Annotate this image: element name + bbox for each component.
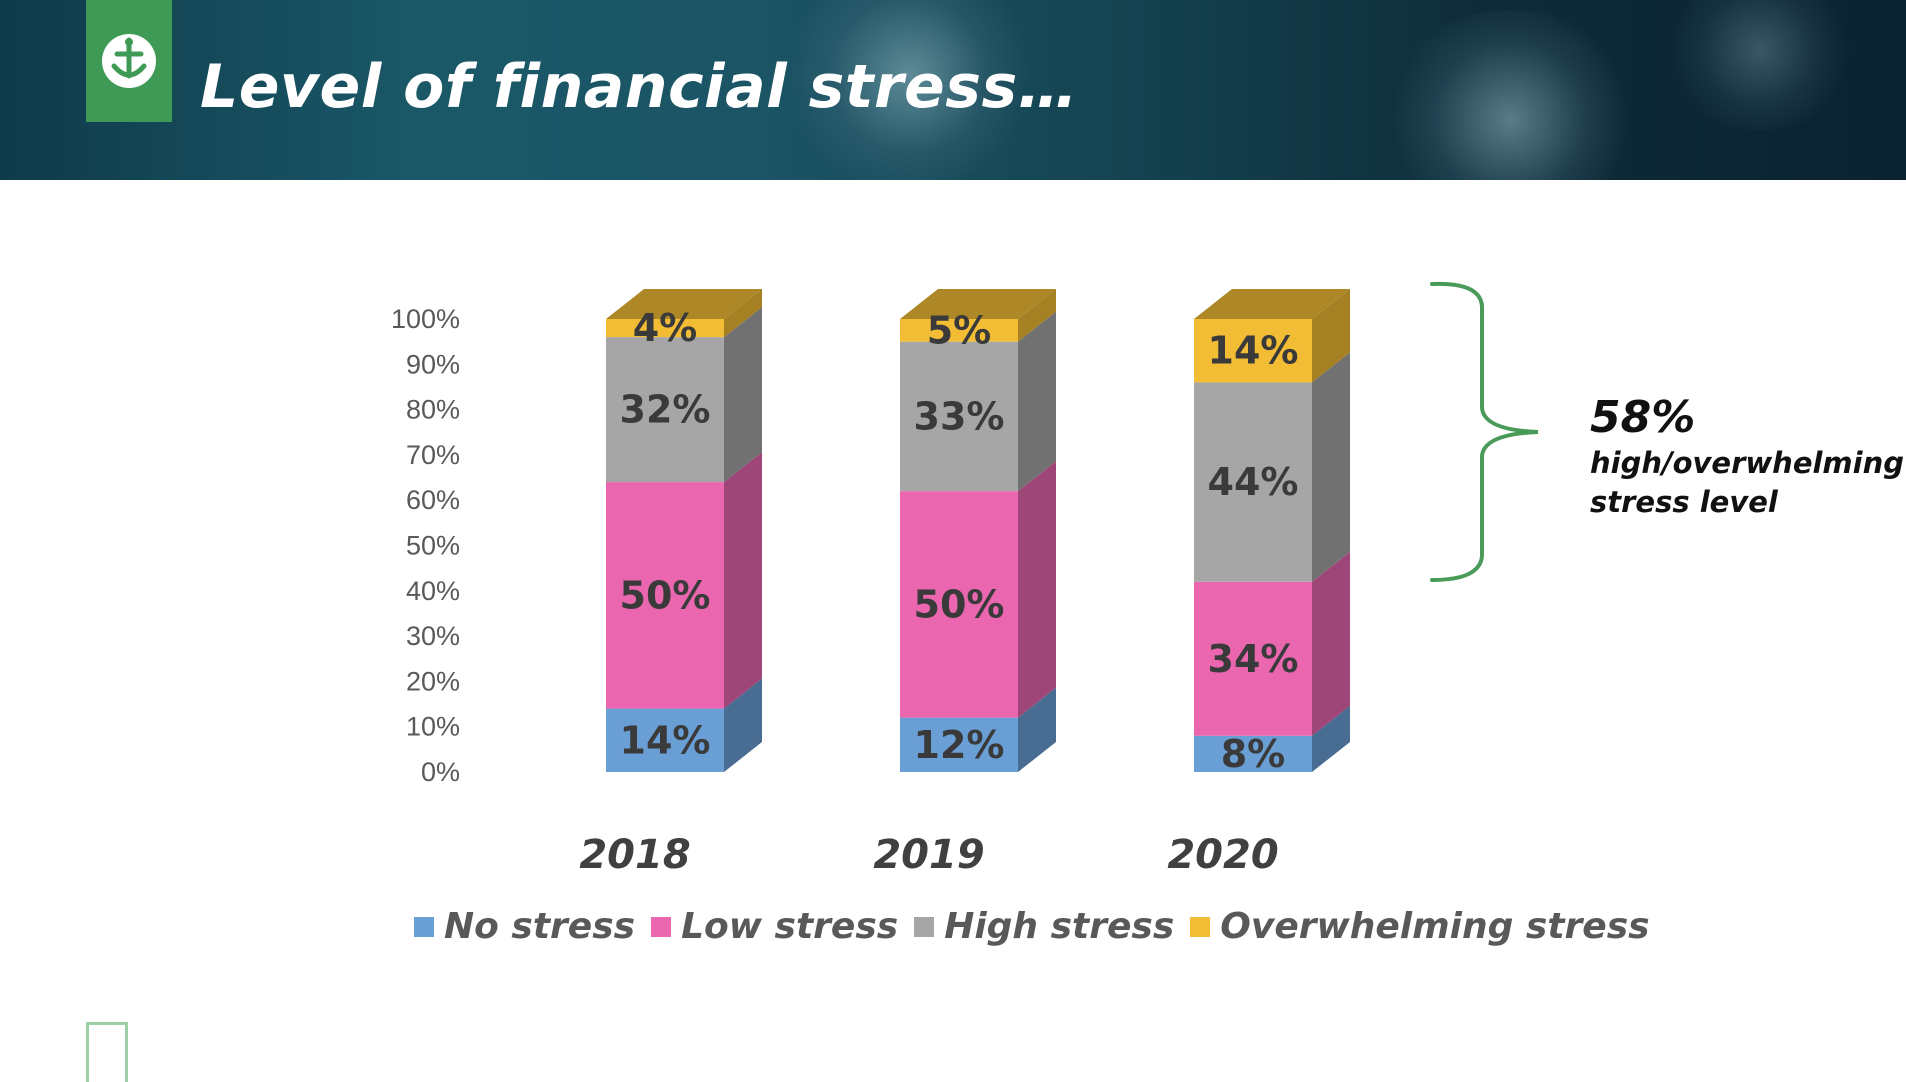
y-tick-label: 40% [406, 576, 460, 606]
legend-label: Low stress [681, 906, 899, 947]
bar-segment [1194, 382, 1312, 582]
legend-item: High stress [914, 906, 1174, 947]
legend-swatch [414, 916, 434, 937]
bar-segment-side [1312, 551, 1350, 736]
bar-segment-side [724, 678, 762, 772]
bar-segment-side [724, 289, 762, 338]
bar-segment [606, 482, 724, 709]
anchor-shield-icon [102, 34, 156, 88]
legend-item: Low stress [651, 906, 898, 947]
y-tick-label: 50% [406, 531, 460, 561]
legend-label: No stress [444, 906, 636, 947]
y-tick-label: 60% [406, 485, 460, 515]
annotation-value: 58% [1590, 392, 1696, 443]
data-label: 5% [927, 308, 992, 352]
x-tick-label: 2018 [579, 832, 690, 878]
bar-segment-side [724, 307, 762, 483]
data-label: 50% [914, 582, 1005, 626]
legend-item: Overwhelming stress [1190, 906, 1650, 947]
banner-decoration [780, 0, 1040, 180]
bar-segment-side [1018, 311, 1056, 492]
y-tick-label: 70% [406, 440, 460, 470]
bar-segment [606, 708, 724, 772]
bar-segment [606, 319, 724, 338]
data-label: 8% [1221, 732, 1286, 776]
bar-segment-side [1018, 289, 1056, 342]
x-tick-label: 2019 [873, 832, 984, 878]
chart-bars: 14% 50% 32% 4% 12% 50% 33% 5% 8% 34% 44% 14% [606, 289, 1350, 776]
bar-segment-side [1312, 705, 1350, 772]
y-tick-label: 10% [406, 712, 460, 742]
bar-segment-side [1018, 687, 1056, 772]
data-label: 50% [620, 573, 711, 617]
data-label: 12% [914, 723, 1005, 767]
bar-segment [900, 341, 1018, 492]
y-tick-label: 100% [391, 304, 460, 334]
y-axis: 0% 10% 20% 30% 40% 50% 60% 70% 80% 90% 100% [391, 304, 460, 787]
data-label: 4% [633, 306, 698, 350]
bar-top [900, 289, 1056, 319]
legend-swatch [1190, 916, 1211, 937]
data-label: 44% [1208, 460, 1299, 504]
data-label: 33% [914, 394, 1005, 438]
legend-swatch [651, 916, 672, 937]
bar-segment [900, 717, 1018, 772]
data-label: 14% [620, 718, 711, 762]
banner-decoration [1380, 10, 1640, 180]
company-logo [86, 0, 172, 122]
legend-item: No stress [414, 906, 635, 947]
x-axis: 2018 2019 2020 [579, 832, 1278, 878]
annotation: 58% high/overwhelming stress level [1590, 392, 1904, 522]
bar-top [606, 289, 762, 319]
bar-segment [900, 319, 1018, 342]
data-label: 34% [1208, 637, 1299, 681]
bar-segment [1194, 581, 1312, 736]
bar-top [1194, 289, 1350, 319]
y-tick-label: 0% [421, 757, 460, 787]
y-tick-label: 30% [406, 621, 460, 651]
y-tick-label: 80% [406, 395, 460, 425]
legend-swatch [914, 916, 935, 937]
y-tick-label: 20% [406, 666, 460, 696]
bar-segment-side [1312, 289, 1350, 383]
bar-segment [606, 337, 724, 483]
data-label: 14% [1208, 329, 1299, 373]
bracket-icon [1430, 281, 1539, 582]
bar-segment-side [1312, 352, 1350, 582]
data-label: 32% [620, 388, 711, 432]
page-title: Level of financial stress… [200, 52, 1079, 122]
annotation-text: high/overwhelming stress level [1590, 446, 1904, 519]
bar-segment-side [724, 452, 762, 709]
banner-decoration [1660, 0, 1860, 130]
header-banner: Level of financial stress… [0, 0, 1906, 180]
bar-segment [1194, 319, 1312, 383]
bar-segment [900, 491, 1018, 718]
corner-decoration [86, 1022, 128, 1082]
chart-legend: No stress Low stress High stress Overwhelmi… [414, 906, 1666, 947]
y-tick-label: 90% [406, 349, 460, 379]
bar-segment [1194, 735, 1312, 772]
legend-label: High stress [944, 906, 1175, 947]
bar-segment-side [1018, 461, 1056, 718]
legend-label: Overwhelming stress [1220, 906, 1650, 947]
x-tick-label: 2020 [1167, 832, 1278, 878]
